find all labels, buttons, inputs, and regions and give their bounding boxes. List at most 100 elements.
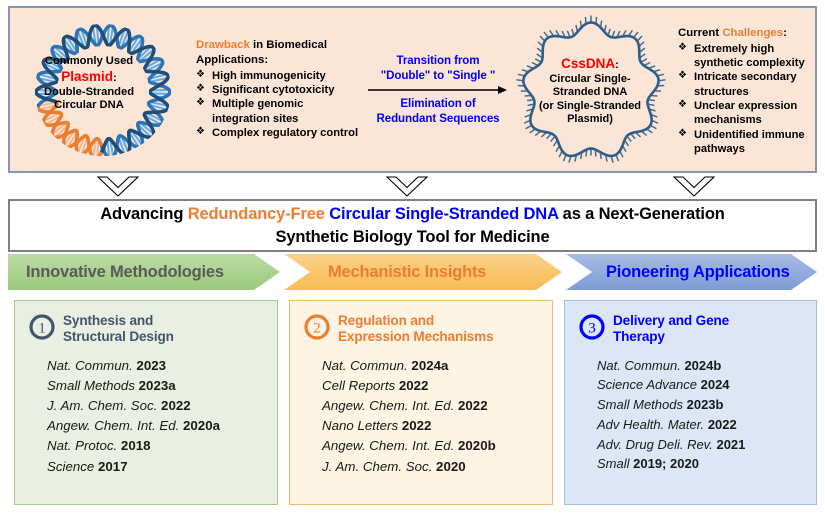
- card-title: Synthesis and Structural Design: [63, 313, 174, 346]
- cssdna-figure: CssDNA: Circular Single- Stranded DNA (o…: [512, 8, 670, 171]
- strip-arrow-label: Pioneering Applications: [606, 262, 790, 281]
- svg-text:2: 2: [313, 321, 321, 337]
- reference-item: Angew. Chem. Int. Ed. 2020a: [47, 416, 267, 436]
- reference-journal: Adv Health. Mater.: [597, 416, 705, 432]
- card-title-line1: Regulation and: [338, 313, 435, 328]
- reference-year: 2017: [98, 458, 128, 474]
- reference-year: 2023a: [138, 377, 176, 393]
- reference-list: Nat. Commun. 2024a Cell Reports 2022 Ang…: [304, 356, 542, 477]
- diamond-bullet-icon: ❖: [678, 127, 687, 139]
- banner-seg2: Redundancy-Free: [187, 205, 325, 224]
- card-header: 3 Delivery and Gene Therapy: [579, 313, 806, 346]
- reference-year: 2022: [401, 418, 432, 434]
- transition-line4: Redundant Sequences: [376, 111, 500, 125]
- strip-arrow-innovative-methodologies[interactable]: Innovative Methodologies: [8, 254, 280, 290]
- diamond-bullet-icon: ❖: [678, 41, 687, 53]
- reference-journal: Nat. Protoc.: [47, 438, 118, 454]
- reference-item: Adv. Drug Deli. Rev. 2021: [597, 435, 806, 455]
- reference-year: 2020b: [458, 438, 496, 454]
- main-statement-banner: Advancing Redundancy-Free Circular Singl…: [8, 199, 817, 252]
- banner-seg4: Circular Single-Stranded DNA: [329, 205, 559, 224]
- reference-journal: Small: [597, 456, 630, 472]
- drawback-heading: Drawback in Biomedical Applications:: [196, 38, 364, 68]
- reference-year: 2024a: [411, 357, 449, 373]
- card-header: 2 Regulation and Expression Mechanisms: [304, 313, 542, 346]
- svg-text:3: 3: [588, 321, 596, 337]
- diamond-bullet-icon: ❖: [678, 99, 687, 111]
- reference-item: Nano Letters 2022: [322, 416, 542, 436]
- reference-journal: J. Am. Chem. Soc.: [322, 458, 433, 474]
- strip-arrow-label: Mechanistic Insights: [328, 262, 487, 281]
- chevron-down-icon: [385, 176, 429, 198]
- drawback-item-label: High immunogenicity: [212, 69, 326, 82]
- reference-year: 2021: [716, 436, 746, 452]
- reference-journal: J. Am. Chem. Soc.: [47, 398, 158, 414]
- banner-seg1: Advancing: [100, 205, 188, 224]
- reference-journal: Science Advance: [597, 377, 697, 393]
- card-regulation-expression-mechanisms[interactable]: 2 Regulation and Expression Mechanisms N…: [289, 300, 553, 505]
- transition-line3: Elimination of: [400, 96, 476, 110]
- reference-year: 2024b: [684, 357, 722, 373]
- banner-text: Advancing Redundancy-Free Circular Singl…: [94, 203, 730, 248]
- reference-item: Adv Health. Mater. 2022: [597, 415, 806, 435]
- drawback-item: ❖ Multiple genomic integration sites: [196, 97, 364, 126]
- challenge-item: ❖ Unidentified immune pathways: [678, 128, 811, 157]
- reference-year: 2022: [398, 377, 429, 393]
- reference-year: 2020a: [183, 418, 220, 434]
- overview-panel: Commonly Used Plasmid: Double-Stranded C…: [8, 6, 817, 173]
- diamond-bullet-icon: ❖: [678, 70, 687, 82]
- reference-item: Small Methods 2023b: [597, 395, 806, 415]
- reference-list: Nat. Commun. 2024b Science Advance 2024 …: [579, 356, 806, 475]
- strip-arrow-label: Innovative Methodologies: [26, 262, 224, 281]
- challenge-item-label: Unclear expression mechanisms: [694, 100, 798, 127]
- card-synthesis-structural-design[interactable]: 1 Synthesis and Structural Design Nat. C…: [14, 300, 278, 505]
- challenges-heading-highlight: Challenges: [722, 27, 784, 39]
- diamond-bullet-icon: ❖: [196, 68, 205, 80]
- drawback-item: ❖ Significant cytotoxicity: [196, 83, 364, 97]
- card-title-line1: Delivery and Gene: [613, 313, 730, 328]
- reference-item: Cell Reports 2022: [322, 376, 542, 396]
- reference-year: 2023b: [686, 397, 724, 413]
- reference-journal: Nat. Commun.: [47, 357, 133, 373]
- chevron-down-icon: [672, 176, 716, 198]
- reference-year: 2023: [136, 357, 167, 373]
- challenge-item: ❖ Unclear expression mechanisms: [678, 99, 811, 128]
- transition-line2: "Double" to "Single ": [380, 69, 496, 83]
- number-badge-1-icon: 1: [29, 314, 55, 340]
- card-title-line2: Therapy: [613, 329, 665, 345]
- card-title: Regulation and Expression Mechanisms: [338, 313, 494, 346]
- card-title-line2: Expression Mechanisms: [338, 329, 494, 345]
- banner-line2: Synthetic Biology Tool for Medicine: [275, 227, 550, 246]
- reference-year: 2020: [436, 458, 466, 474]
- reference-journal: Nat. Commun.: [597, 357, 681, 373]
- challenge-item-label: Intricate secondary structures: [694, 71, 797, 98]
- drawback-heading-highlight: Drawback: [196, 39, 250, 51]
- challenges-block: Current Challenges: ❖ Extremely high synt…: [670, 26, 815, 156]
- challenges-heading-rest: Current: [678, 27, 723, 39]
- drawback-item: ❖ High immunogenicity: [196, 69, 364, 83]
- reference-journal: Adv. Drug Deli. Rev.: [597, 436, 713, 452]
- drawback-item-label: Significant cytotoxicity: [212, 83, 335, 96]
- reference-year: 2018: [120, 438, 151, 454]
- reference-journal: Angew. Chem. Int. Ed.: [322, 398, 455, 414]
- strip-arrow-mechanistic-insights[interactable]: Mechanistic Insights: [284, 254, 562, 290]
- challenge-item-label: Unidentified immune pathways: [694, 128, 805, 156]
- reference-year: 2022: [458, 398, 488, 414]
- transition-line1: Transition from: [396, 54, 480, 68]
- drawback-item-label: Multiple genomic integration sites: [212, 98, 304, 125]
- reference-item: Nat. Commun. 2023: [47, 356, 267, 376]
- reference-item: Nat. Commun. 2024b: [597, 356, 806, 376]
- drawback-item: ❖ Complex regulatory control: [196, 126, 364, 140]
- reference-item: Small 2019; 2020: [597, 454, 806, 474]
- diamond-bullet-icon: ❖: [196, 125, 205, 137]
- card-delivery-gene-therapy[interactable]: 3 Delivery and Gene Therapy Nat. Commun.…: [564, 300, 817, 505]
- reference-item: J. Am. Chem. Soc. 2022: [47, 396, 267, 416]
- reference-journal: Angew. Chem. Int. Ed.: [322, 438, 455, 454]
- strip-arrow-pioneering-applications[interactable]: Pioneering Applications: [566, 254, 817, 290]
- banner-seg5: as a Next-Generation: [558, 205, 725, 224]
- number-badge-2-icon: 2: [304, 314, 330, 340]
- challenges-heading: Current Challenges:: [678, 26, 811, 41]
- reference-journal: Small Methods: [47, 377, 135, 393]
- reference-item: Science 2017: [47, 457, 267, 477]
- drawback-heading-line2: Applications:: [196, 53, 269, 66]
